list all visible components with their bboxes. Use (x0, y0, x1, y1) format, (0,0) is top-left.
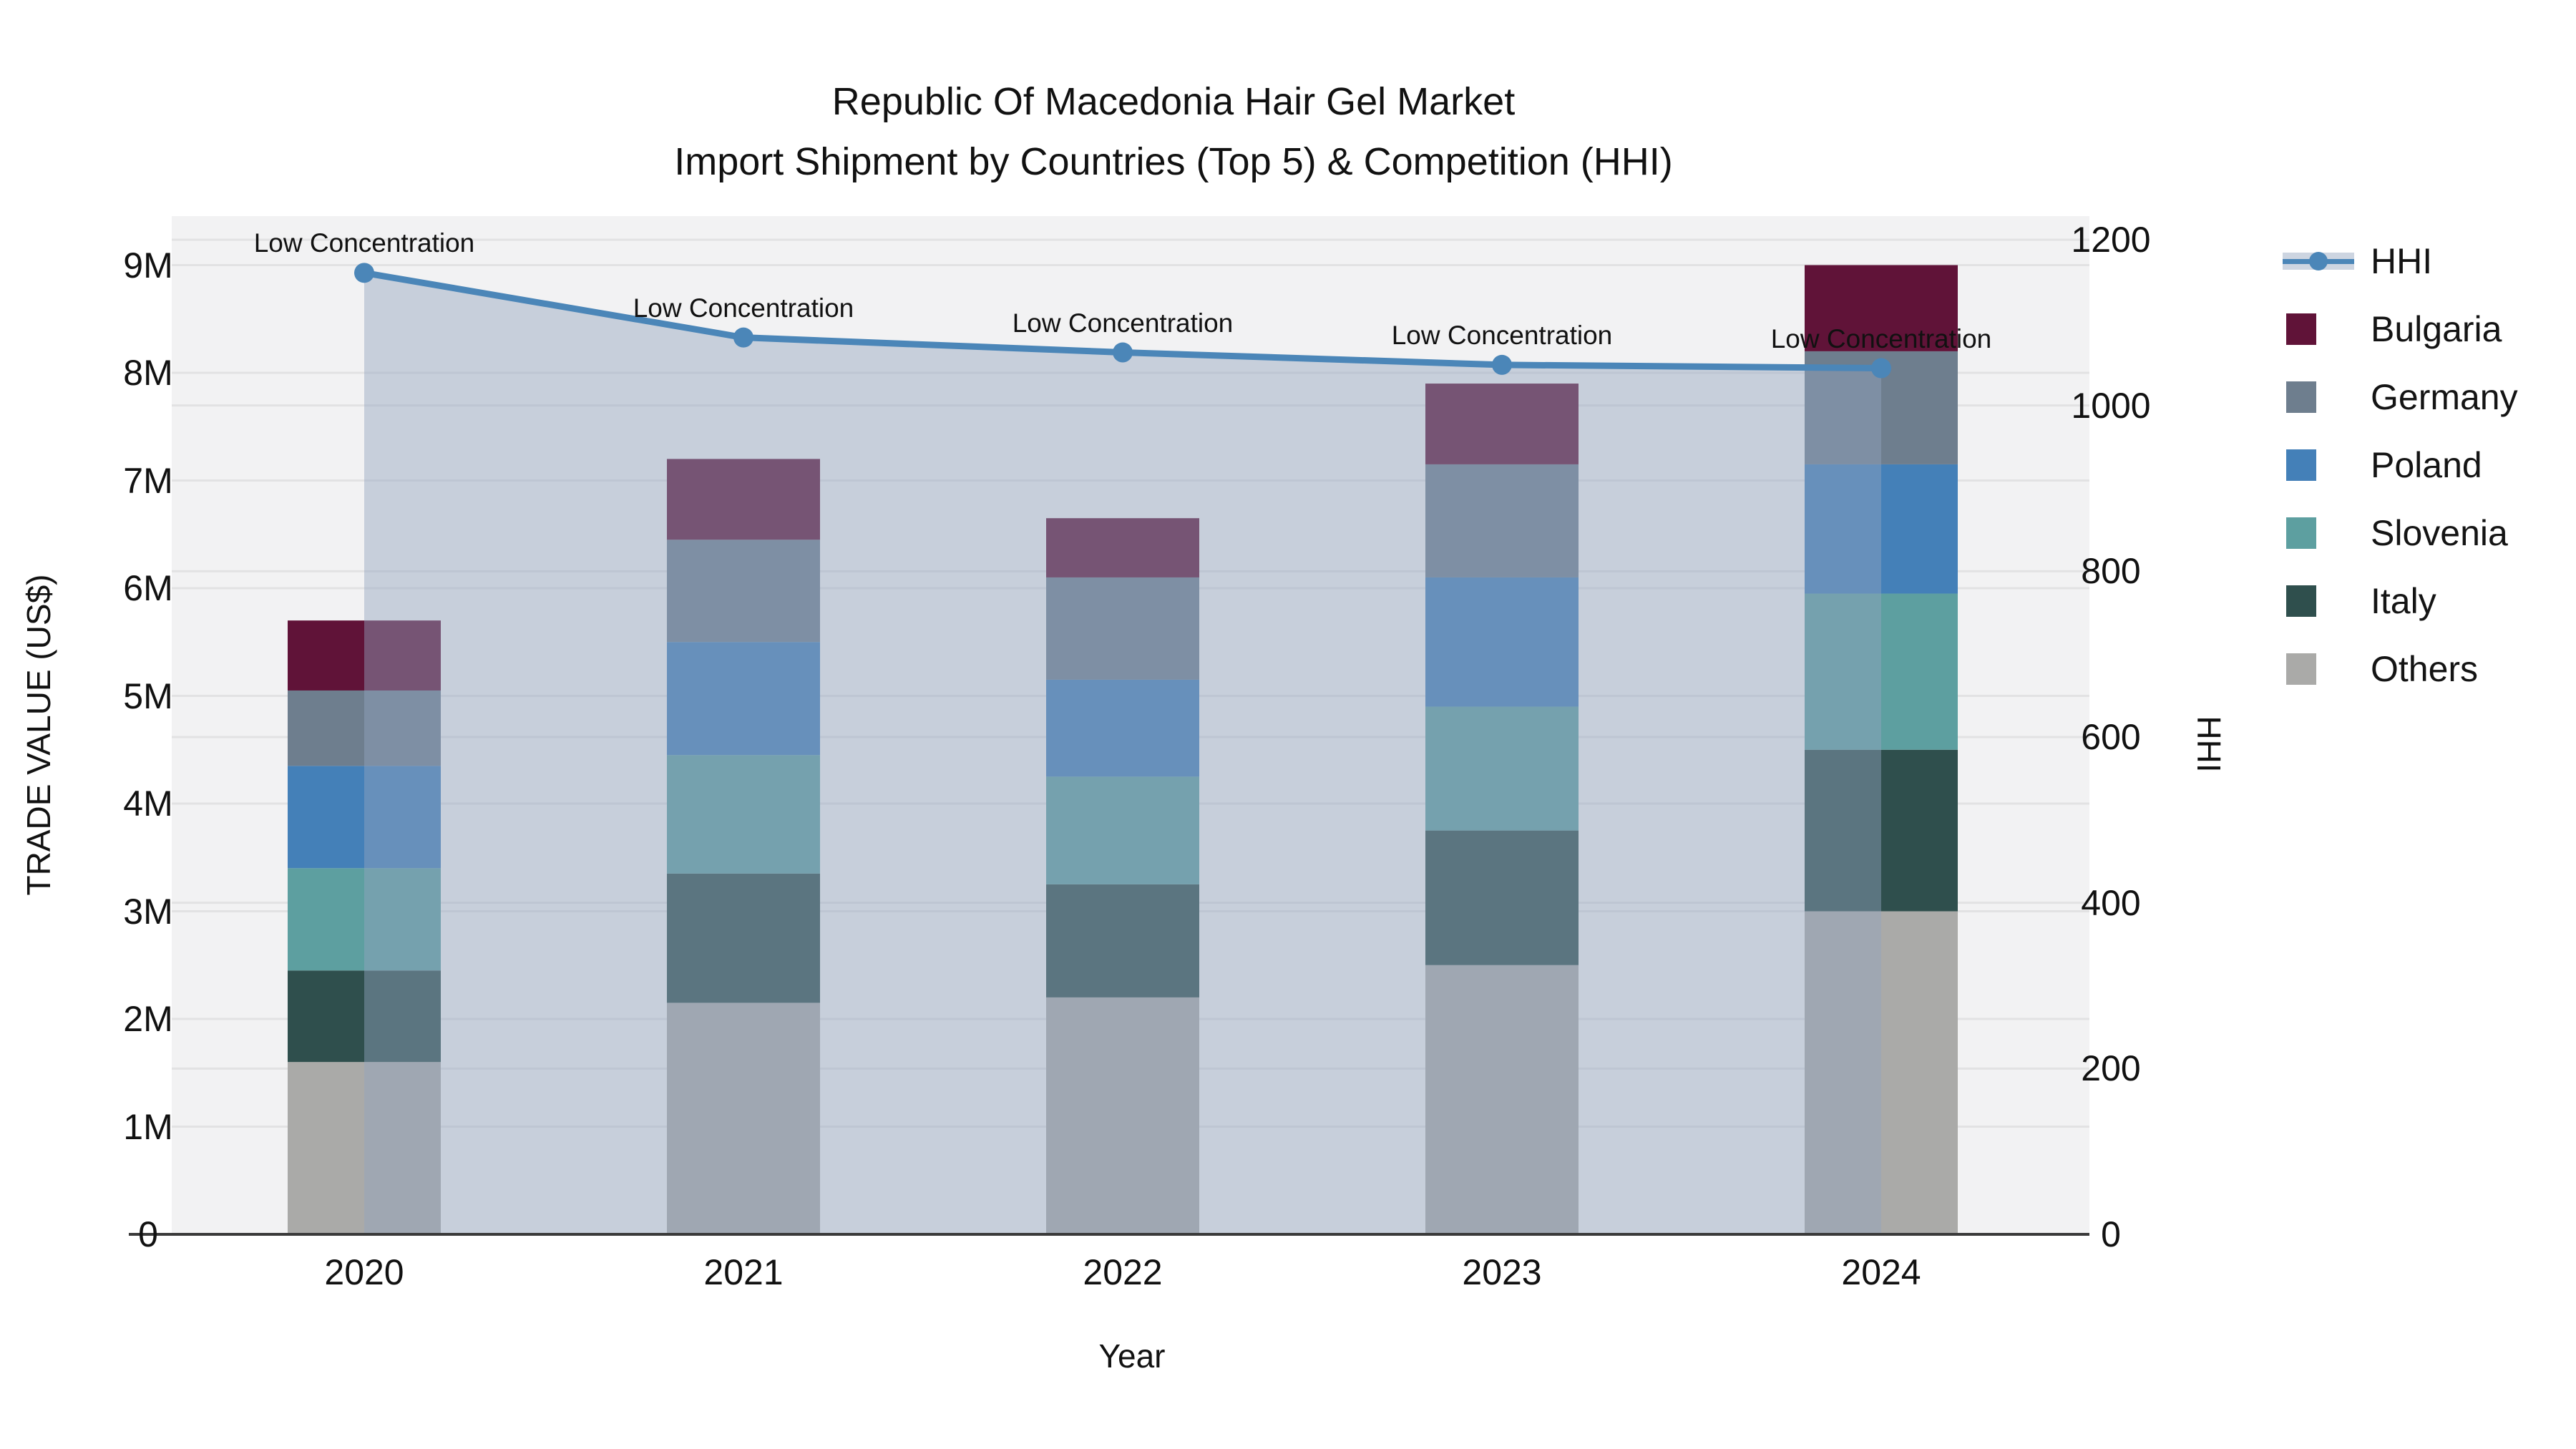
y-right-tick-0: 0 (2101, 1214, 2121, 1254)
bar-segment-italy-2020 (288, 970, 441, 1063)
x-axis-title: Year (1098, 1337, 1166, 1375)
chart-title-line1: Republic Of Macedonia Hair Gel Market (831, 80, 1516, 123)
legend-swatch-others (2286, 653, 2316, 685)
x-tick-2020: 2020 (324, 1252, 404, 1292)
bar-segment-slovenia-2024 (1805, 593, 1958, 750)
y-right-tick-800: 800 (2081, 551, 2141, 592)
bar-segment-poland-2020 (288, 766, 441, 869)
legend-swatch-poland (2286, 449, 2316, 481)
bar-segment-bulgaria-2024 (1805, 265, 1958, 351)
bar-segment-bulgaria-2021 (667, 459, 820, 540)
annotation-low-concentration-2021: Low Concentration (633, 293, 854, 323)
legend-swatch-italy (2286, 585, 2316, 617)
y-left-tick-0: 0 (138, 1214, 158, 1254)
bar-segment-bulgaria-2022 (1046, 518, 1199, 577)
legend-label-slovenia: Slovenia (2371, 513, 2508, 553)
y-axis-right-title: HHI (2190, 716, 2228, 773)
bar-segment-italy-2024 (1805, 749, 1958, 912)
bar-segment-poland-2022 (1046, 679, 1199, 777)
x-tick-2023: 2023 (1462, 1252, 1542, 1292)
y-left-tick-4M: 4M (123, 784, 173, 824)
bar-segment-slovenia-2021 (667, 755, 820, 874)
x-tick-2022: 2022 (1083, 1252, 1163, 1292)
x-tick-2021: 2021 (703, 1252, 784, 1292)
legend-swatch-germany (2286, 381, 2316, 413)
bar-segment-germany-2020 (288, 690, 441, 766)
y-right-tick-400: 400 (2081, 882, 2141, 923)
y-left-tick-3M: 3M (123, 891, 173, 932)
hhi-point-2022 (1113, 342, 1133, 363)
bar-segment-bulgaria-2023 (1425, 384, 1579, 464)
annotation-low-concentration-2020: Low Concentration (253, 228, 475, 258)
hhi-point-2024 (1871, 358, 1891, 379)
bar-segment-slovenia-2020 (288, 868, 441, 971)
bar-segment-others-2020 (288, 1062, 441, 1234)
legend-label-others: Others (2371, 649, 2479, 689)
y-left-tick-2M: 2M (123, 999, 173, 1039)
bar-segment-germany-2021 (667, 540, 820, 643)
bar-segment-others-2021 (667, 1002, 820, 1234)
legend-label-poland: Poland (2371, 445, 2482, 485)
annotation-low-concentration-2024: Low Concentration (1770, 323, 1992, 353)
legend-label-italy: Italy (2371, 581, 2436, 621)
y-right-tick-200: 200 (2081, 1048, 2141, 1089)
legend-label-hhi: HHI (2371, 241, 2433, 281)
y-right-tick-600: 600 (2081, 717, 2141, 757)
hhi-legend-line-icon (2283, 247, 2354, 275)
y-left-tick-9M: 9M (123, 245, 173, 286)
y-left-tick-8M: 8M (123, 353, 173, 393)
y-left-tick-1M: 1M (123, 1106, 173, 1147)
hhi-area-fill (364, 273, 1881, 1234)
x-tick-2024: 2024 (1841, 1252, 1921, 1292)
legend-label-germany: Germany (2371, 377, 2518, 417)
bar-segment-others-2023 (1425, 965, 1579, 1234)
bar-segment-slovenia-2023 (1425, 706, 1579, 831)
y-right-tick-1000: 1000 (2071, 385, 2151, 426)
bar-segment-slovenia-2022 (1046, 776, 1199, 884)
legend-label-bulgaria: Bulgaria (2371, 309, 2502, 349)
chart-title-line2: Import Shipment by Countries (Top 5) & C… (674, 140, 1673, 183)
annotation-low-concentration-2022: Low Concentration (1012, 308, 1234, 338)
bar-segment-poland-2024 (1805, 464, 1958, 594)
bar-segment-others-2022 (1046, 997, 1199, 1234)
y-axis-left-title: TRADE VALUE (US$) (20, 574, 57, 896)
legend-swatch-slovenia (2286, 517, 2316, 549)
bar-segment-germany-2023 (1425, 464, 1579, 577)
bar-segment-poland-2021 (667, 642, 820, 756)
bar-segment-italy-2022 (1046, 884, 1199, 997)
chart-title: Republic Of Macedonia Hair Gel Market Im… (674, 72, 1673, 192)
y-right-tick-1200: 1200 (2071, 220, 2151, 260)
hhi-point-2023 (1492, 354, 1512, 375)
hhi-point-2021 (733, 327, 753, 348)
bar-segment-others-2024 (1805, 911, 1958, 1234)
bar-segment-poland-2023 (1425, 577, 1579, 707)
bar-segment-germany-2022 (1046, 577, 1199, 680)
y-left-tick-5M: 5M (123, 675, 173, 716)
bar-segment-italy-2023 (1425, 830, 1579, 965)
y-left-tick-7M: 7M (123, 460, 173, 501)
y-left-tick-6M: 6M (123, 568, 173, 608)
annotation-low-concentration-2023: Low Concentration (1391, 320, 1613, 350)
bar-segment-italy-2021 (667, 873, 820, 1003)
legend-swatch-bulgaria (2286, 313, 2316, 345)
hhi-point-2020 (354, 263, 374, 283)
bar-segment-bulgaria-2020 (288, 620, 441, 691)
